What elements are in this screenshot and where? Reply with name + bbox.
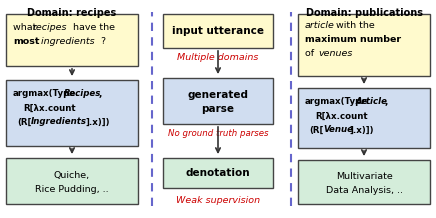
Text: R[λx.count: R[λx.count <box>315 111 368 121</box>
Text: what: what <box>13 22 39 31</box>
Text: Weak supervision: Weak supervision <box>176 196 260 204</box>
Bar <box>6 14 138 66</box>
Text: (R[: (R[ <box>17 118 31 126</box>
Bar <box>163 14 273 48</box>
Text: generated: generated <box>187 90 249 100</box>
Text: input utterance: input utterance <box>172 26 264 36</box>
Text: ,: , <box>99 90 102 99</box>
Text: ?: ? <box>100 36 105 46</box>
Text: with the: with the <box>333 22 375 31</box>
Text: Ingredients: Ingredients <box>31 118 87 126</box>
Text: ].x)]): ].x)]) <box>349 126 374 135</box>
Bar <box>163 158 273 188</box>
Text: ].x)]): ].x)]) <box>85 118 109 126</box>
Text: denotation: denotation <box>186 168 250 178</box>
Text: Data Analysis, ..: Data Analysis, .. <box>326 186 402 194</box>
Text: Multivariate: Multivariate <box>336 172 392 181</box>
Text: Multiple domains: Multiple domains <box>177 53 259 63</box>
Text: Recipes: Recipes <box>64 90 102 99</box>
Text: Domain: publications: Domain: publications <box>306 8 422 18</box>
Text: Article: Article <box>356 97 388 107</box>
Text: have the: have the <box>70 22 115 31</box>
Text: (R[: (R[ <box>309 126 324 135</box>
Bar <box>6 158 138 204</box>
Text: argmax(Type.: argmax(Type. <box>305 97 371 107</box>
Bar <box>298 160 430 204</box>
Text: Venue: Venue <box>323 126 353 135</box>
Text: Rice Pudding, ..: Rice Pudding, .. <box>35 184 109 194</box>
Bar <box>298 14 430 76</box>
Bar <box>298 88 430 148</box>
Bar <box>163 78 273 124</box>
Text: R[λx.count: R[λx.count <box>23 104 75 112</box>
Text: recipes: recipes <box>33 22 68 31</box>
Text: No ground truth parses: No ground truth parses <box>168 129 268 138</box>
Text: Quiche,: Quiche, <box>54 170 90 179</box>
Text: of: of <box>305 49 317 58</box>
Text: ,: , <box>385 97 388 107</box>
Text: venues: venues <box>318 49 352 58</box>
Text: article: article <box>305 22 335 31</box>
Text: maximum number: maximum number <box>305 36 401 44</box>
Text: ingredients: ingredients <box>38 36 95 46</box>
Text: most: most <box>13 36 40 46</box>
Bar <box>6 80 138 146</box>
Text: parse: parse <box>201 104 235 114</box>
Text: argmax(Type.: argmax(Type. <box>13 90 80 99</box>
Text: Domain: recipes: Domain: recipes <box>27 8 116 18</box>
